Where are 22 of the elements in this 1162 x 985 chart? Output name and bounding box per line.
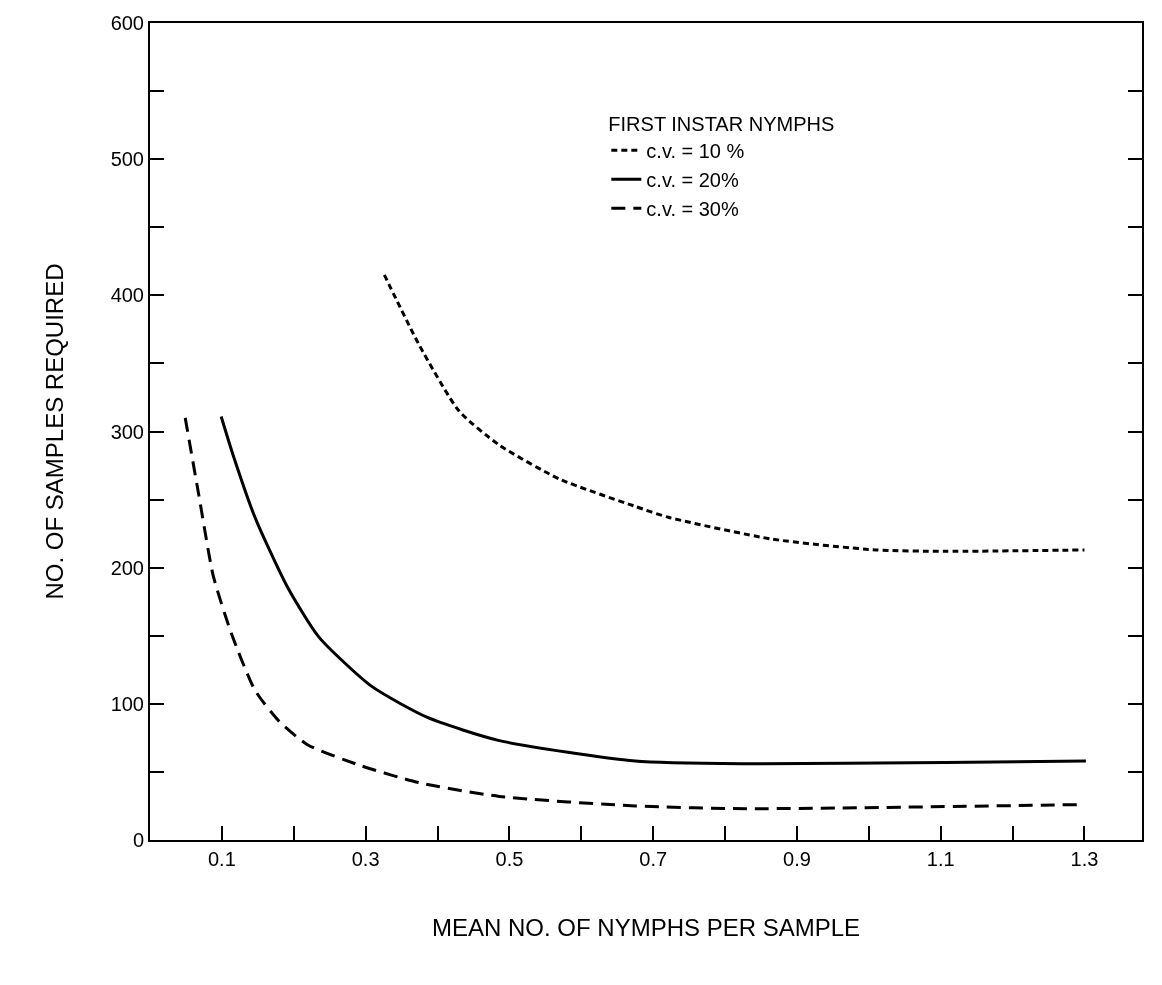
y-axis-title: NO. OF SAMPLES REQUIRED [41, 263, 69, 600]
x-tick-label: 0.5 [495, 848, 524, 870]
y-tick-label: 200 [110, 556, 144, 579]
y-tick-label: 400 [110, 284, 144, 307]
x-tick-label: 0.7 [639, 848, 668, 870]
legend-label: c.v. = 30% [646, 198, 739, 220]
x-tick-label: 0.3 [351, 848, 380, 870]
y-tick-label: 600 [110, 12, 144, 34]
x-tick-label: 1.3 [1070, 848, 1099, 870]
legend-title: FIRST INSTAR NYMPHS [608, 112, 835, 135]
y-tick-label: 0 [132, 829, 144, 851]
y-tick-label: 500 [110, 148, 144, 171]
legend-label: c.v. = 10 % [646, 140, 745, 162]
line-series [382, 273, 1086, 553]
line-series [219, 415, 1088, 766]
legend-label: c.v. = 20% [646, 169, 739, 191]
x-axis-title: MEAN NO. OF NYMPHS PER SAMPLE [431, 913, 861, 941]
x-tick-label: 0.1 [207, 848, 236, 870]
x-tick-label: 1.1 [926, 848, 955, 870]
y-tick-label: 100 [110, 692, 144, 715]
x-tick-label: 0.9 [783, 848, 811, 870]
y-tick-label: 300 [110, 420, 144, 443]
